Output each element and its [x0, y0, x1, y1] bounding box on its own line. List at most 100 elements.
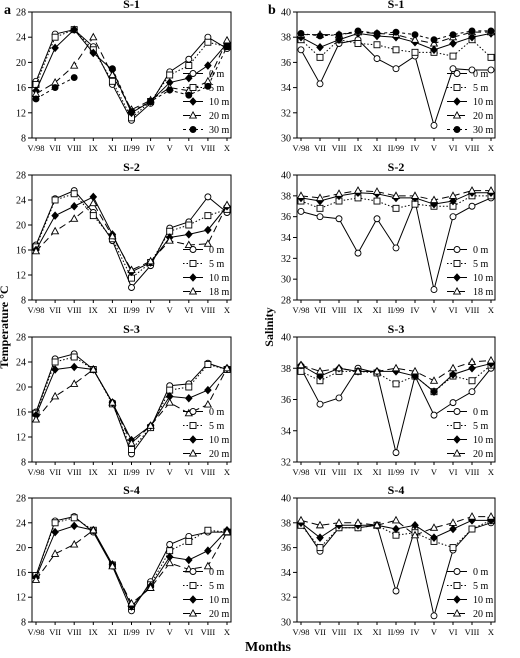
- data-point: [449, 31, 457, 39]
- x-tick-label: XI: [373, 305, 382, 315]
- x-tick-label: X: [224, 305, 230, 315]
- data-point: [184, 393, 193, 403]
- y-tick-label: 38: [281, 33, 291, 44]
- y-tick-label: 36: [281, 58, 291, 69]
- series-10m: [32, 362, 231, 445]
- data-point: [166, 541, 174, 548]
- chart-a-s-1: S-1 8 12 16 20 24 28 V/98 VII VIII IX XI II/99 IV V VI V…: [16, 0, 232, 153]
- data-point: [449, 65, 457, 73]
- data-point: [50, 549, 60, 557]
- data-point: [222, 363, 232, 372]
- data-point: [452, 110, 462, 119]
- series-20m: [31, 363, 232, 447]
- x-tick-label: V: [431, 305, 438, 315]
- data-point: [468, 27, 476, 35]
- y-tick-label: 12: [16, 271, 26, 282]
- data-point: [453, 260, 461, 267]
- y-tick-label: 38: [281, 191, 291, 202]
- chart-title: S-3: [388, 322, 405, 336]
- y-tick-label: 20: [16, 221, 26, 232]
- data-point: [70, 201, 79, 211]
- y-tick-label: 12: [16, 433, 26, 444]
- data-point: [108, 561, 117, 570]
- x-tick-label: VIII: [67, 305, 82, 315]
- x-tick-label: VIII: [201, 143, 216, 153]
- data-point: [315, 193, 325, 201]
- data-point: [184, 555, 193, 565]
- data-point: [185, 383, 193, 391]
- x-tick-label: VI: [184, 467, 193, 477]
- data-point: [335, 31, 343, 39]
- x-tick-label: IV: [146, 467, 156, 477]
- data-point: [453, 84, 461, 91]
- legend-label: 5 m: [209, 83, 225, 94]
- x-tick-label: VIII: [332, 143, 347, 153]
- data-point: [392, 204, 400, 212]
- data-point: [391, 363, 401, 372]
- data-point: [296, 191, 306, 199]
- data-point: [189, 568, 197, 575]
- data-point: [70, 190, 78, 198]
- y-tick-label: 32: [281, 108, 291, 119]
- y-tick-label: 8: [21, 296, 26, 307]
- legend-label: 20 m: [209, 449, 230, 460]
- y-tick-label: 38: [281, 364, 291, 375]
- x-tick-label: VII: [49, 305, 61, 315]
- legend-label: 5 m: [473, 259, 489, 270]
- data-point: [89, 364, 98, 373]
- y-tick-label: 24: [16, 358, 26, 369]
- data-point: [335, 394, 343, 402]
- x-tick-label: IX: [89, 143, 98, 153]
- data-point: [127, 598, 136, 607]
- legend-label: 10 m: [473, 595, 494, 606]
- chart-a-s-4: S-4 8 12 16 20 24 28 V/98 VII VIII IX XI II/99 IV V VI V…: [16, 483, 232, 637]
- x-tick-label: X: [224, 467, 230, 477]
- data-point: [411, 48, 419, 56]
- series-20m: [31, 525, 232, 607]
- legend-label: 10 m: [473, 435, 494, 446]
- x-tick-label: II/99: [388, 467, 405, 477]
- data-point: [315, 520, 325, 529]
- data-point: [203, 239, 213, 247]
- data-point: [70, 74, 78, 81]
- data-point: [50, 226, 60, 235]
- data-point: [316, 400, 324, 408]
- data-point: [430, 411, 438, 419]
- data-point: [189, 422, 197, 429]
- data-point: [70, 353, 78, 361]
- series-line: [35, 529, 228, 605]
- y-tick-label: 40: [281, 171, 291, 182]
- chart-b-s-1: S-1 30 32 34 36 38 40 V/98 VII VIII IX XI II/99 IV V VI…: [281, 0, 496, 153]
- data-point: [165, 558, 174, 567]
- series-line: [35, 368, 228, 445]
- data-point: [453, 273, 461, 282]
- data-point: [373, 197, 381, 205]
- data-point: [70, 25, 79, 34]
- data-point: [31, 414, 41, 423]
- data-point: [467, 357, 477, 366]
- y-tick-label: 16: [16, 246, 26, 257]
- data-point: [189, 260, 197, 267]
- y-tick-label: 28: [16, 8, 26, 19]
- data-point: [189, 246, 197, 253]
- data-point: [146, 583, 155, 591]
- series-line: [35, 366, 228, 441]
- data-point: [372, 366, 382, 375]
- data-point: [373, 55, 381, 63]
- data-point: [486, 355, 496, 364]
- data-point: [189, 582, 197, 589]
- data-point: [410, 530, 420, 539]
- data-point: [487, 27, 495, 35]
- data-point: [334, 518, 344, 526]
- x-tick-label: VII: [49, 467, 61, 477]
- data-point: [392, 28, 400, 36]
- data-point: [335, 215, 343, 223]
- data-point: [166, 86, 174, 94]
- y-tick-label: 32: [281, 593, 291, 604]
- x-tick-label: VIII: [332, 627, 347, 637]
- y-tick-label: 30: [281, 134, 291, 145]
- y-tick-label: 8: [21, 618, 26, 629]
- y-tick-label: 24: [16, 518, 26, 529]
- data-point: [204, 193, 212, 201]
